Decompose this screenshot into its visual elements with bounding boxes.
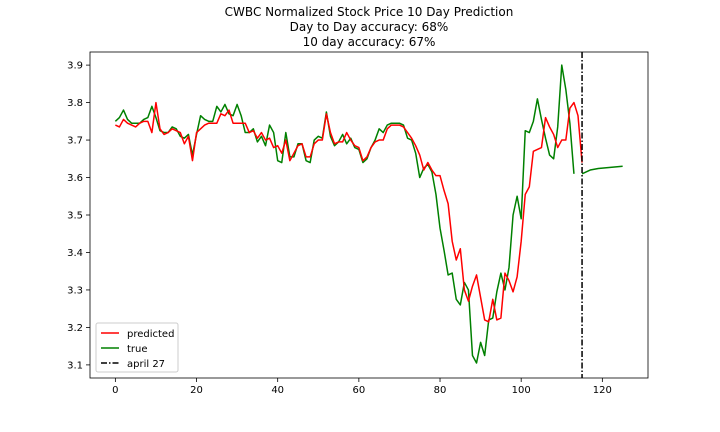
x-tick-label: 120 <box>593 385 612 396</box>
axis-ticks: 0 20 40 60 80 100 120 3.1 3.2 3.3 3.4 3.5 3.6 3.7 3.8 3… <box>67 61 612 396</box>
x-tick-label: 80 <box>434 385 447 396</box>
y-tick-label: 3.1 <box>67 360 83 371</box>
x-tick-label: 20 <box>190 385 203 396</box>
x-tick-label: 0 <box>112 385 118 396</box>
series-line-true-forecast <box>581 165 623 175</box>
y-tick-label: 3.3 <box>67 285 83 296</box>
series-lines <box>114 64 623 364</box>
legend-box <box>95 322 179 373</box>
y-tick-label: 3.9 <box>67 61 83 72</box>
series-line-true <box>114 64 575 364</box>
x-tick-label: 100 <box>512 385 531 396</box>
y-tick-label: 3.2 <box>67 323 83 334</box>
legend-predicted-label: predicted <box>127 329 174 340</box>
y-tick-label: 3.8 <box>67 98 83 109</box>
legend-true-label: true <box>127 344 148 355</box>
x-tick-label: 60 <box>352 385 365 396</box>
chart-title: CWBC Normalized Stock Price 10 Day Predi… <box>225 5 514 49</box>
chart-title-line-1: CWBC Normalized Stock Price 10 Day Predi… <box>225 5 514 19</box>
plot-area-frame <box>89 51 649 379</box>
y-tick-label: 3.5 <box>67 211 83 222</box>
series-line-predicted <box>115 101 583 323</box>
y-tick-label: 3.7 <box>67 136 83 147</box>
chart-title-line-2: Day to Day accuracy: 68% <box>290 20 449 34</box>
chart-title-line-3: 10 day accuracy: 67% <box>303 35 436 49</box>
legend: predicted true april 27 <box>95 322 179 373</box>
x-tick-label: 40 <box>271 385 284 396</box>
y-tick-label: 3.4 <box>67 248 83 259</box>
legend-april-27-label: april 27 <box>127 359 165 370</box>
y-tick-label: 3.6 <box>67 173 83 184</box>
